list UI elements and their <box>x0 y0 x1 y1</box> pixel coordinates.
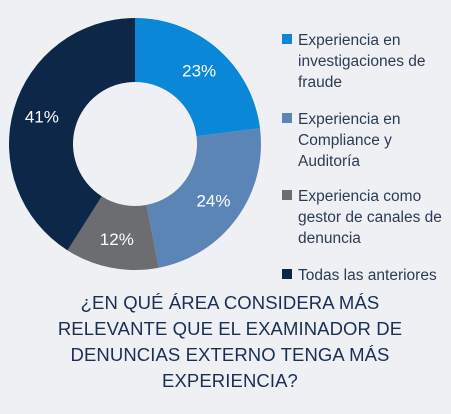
donut-slice-fraude <box>135 18 261 137</box>
legend-swatch-canales <box>282 190 292 200</box>
legend-swatch-todas <box>282 269 292 279</box>
legend-item-fraude: Experiencia en investigaciones de fraude <box>282 30 448 93</box>
donut-slice-canales <box>67 196 159 270</box>
legend-item-todas: Todas las anteriores <box>282 265 448 286</box>
legend-item-canales: Experiencia como gestor de canales de de… <box>282 186 448 249</box>
legend-label-fraude: Experiencia en investigaciones de fraude <box>298 32 426 91</box>
slice-label-compliance: 24% <box>196 192 230 211</box>
legend-swatch-compliance <box>282 113 292 123</box>
legend-item-compliance: Experiencia en Compliance y Auditoría <box>282 109 448 172</box>
legend-label-canales: Experiencia como gestor de canales de de… <box>298 188 442 247</box>
slice-label-fraude: 23% <box>182 62 216 81</box>
legend-label-compliance: Experiencia en Compliance y Auditoría <box>298 111 401 170</box>
legend-label-todas: Todas las anteriores <box>298 267 437 284</box>
donut-slice-todas <box>9 18 135 251</box>
donut-chart: 23% 24% 12% 41% <box>9 18 261 270</box>
legend-swatch-fraude <box>282 34 292 44</box>
survey-question: ¿EN QUÉ ÁREA CONSIDERA MÁS RELEVANTE QUE… <box>57 292 403 391</box>
slice-label-todas: 41% <box>25 107 59 126</box>
donut-slice-compliance <box>146 128 261 268</box>
slice-label-canales: 12% <box>100 230 134 249</box>
